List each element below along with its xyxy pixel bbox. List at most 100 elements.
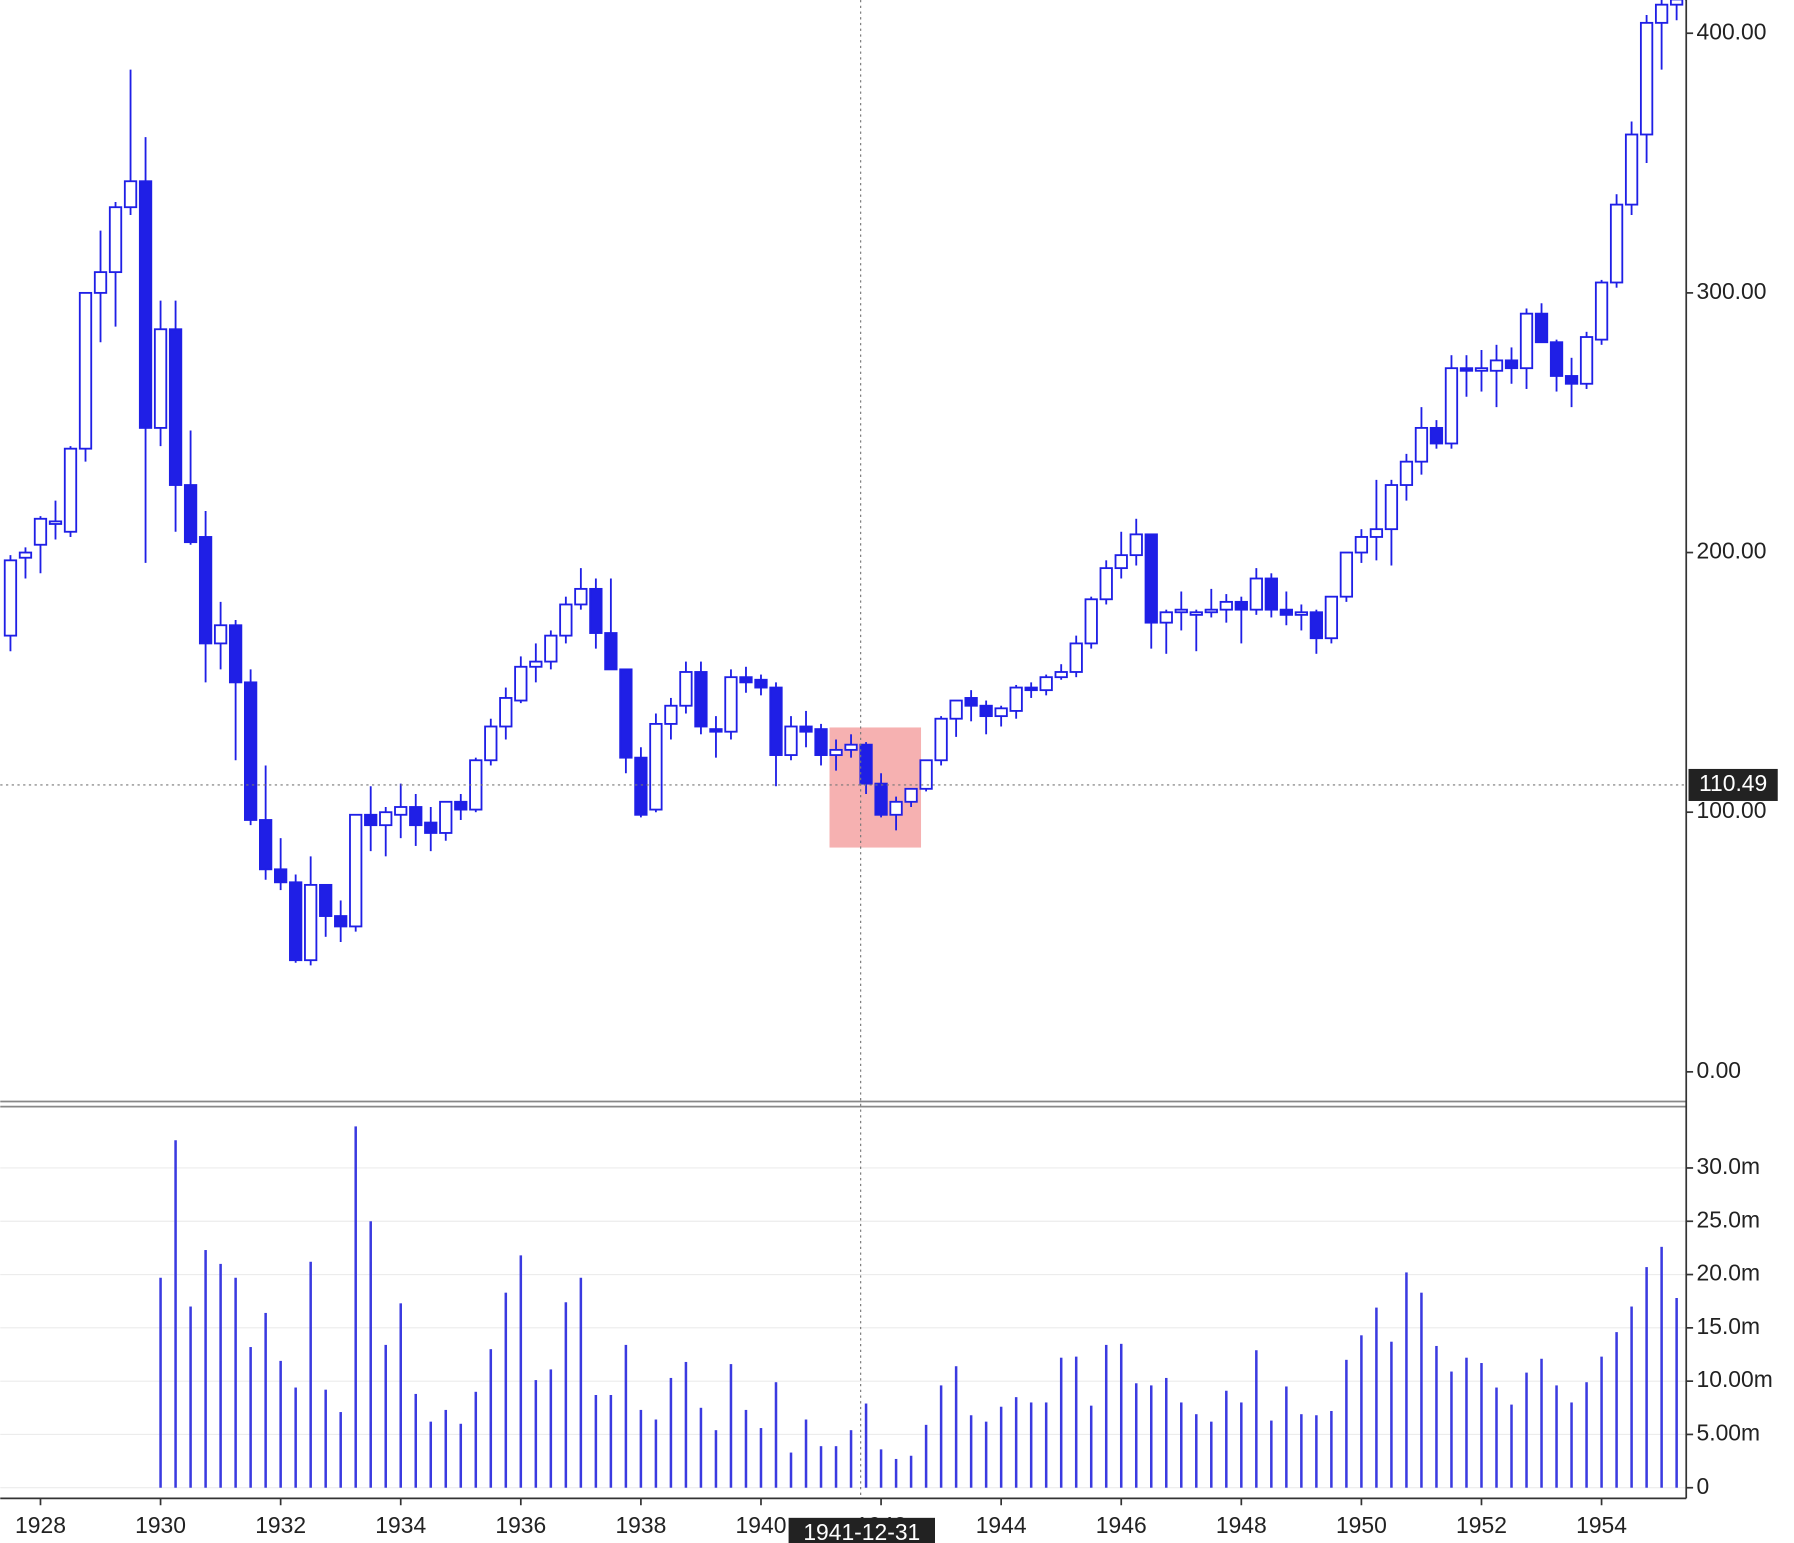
x-tick-label: 1928 [15, 1512, 66, 1538]
candle-body [1384, 484, 1399, 531]
volume-bar [1525, 1372, 1528, 1488]
x-tick-label: 1940 [736, 1512, 787, 1538]
y-tick-label: 0.00 [1697, 1057, 1742, 1083]
x-tick-label: 1950 [1336, 1512, 1387, 1538]
volume-bar [1615, 1332, 1618, 1488]
y-tick-label: 30.0m [1697, 1153, 1761, 1179]
volume-bar [864, 1403, 868, 1488]
volume-bar [804, 1419, 808, 1488]
candle-body [454, 800, 468, 811]
x-tick-label: 1936 [495, 1512, 546, 1538]
candle-body [1354, 536, 1369, 554]
volume-bar [1480, 1363, 1483, 1488]
volume-bar [1089, 1405, 1093, 1488]
candle-body [769, 686, 783, 756]
candle-body [1624, 133, 1639, 206]
candle-body [1129, 533, 1143, 557]
volume-bar [159, 1277, 162, 1488]
candle-body [364, 813, 378, 827]
volume-bar [324, 1389, 327, 1488]
x-tick-label: 1934 [375, 1512, 426, 1538]
x-tick-label: 1944 [976, 1512, 1027, 1538]
volume-bar [1029, 1402, 1033, 1488]
candle-body [1654, 3, 1669, 24]
volume-bar [1210, 1421, 1213, 1488]
candle-body [18, 551, 33, 559]
candle-body [574, 587, 588, 606]
volume-bar [1645, 1267, 1648, 1488]
candle-body [63, 447, 78, 533]
volume-bar [654, 1419, 658, 1488]
volume-bar [639, 1409, 643, 1488]
volume-bar [459, 1423, 463, 1488]
volume-bar [909, 1455, 913, 1488]
candle-body [1249, 577, 1263, 611]
volume-bar [309, 1261, 312, 1488]
x-tick-label: 1932 [255, 1512, 306, 1538]
candle-body [529, 660, 543, 668]
volume-bar [999, 1406, 1003, 1488]
volume-bar [549, 1369, 553, 1488]
candle-body [228, 624, 243, 684]
candle-body [559, 603, 573, 637]
volume-bar [1315, 1415, 1318, 1488]
volume-bar [609, 1394, 613, 1488]
candle-body [754, 678, 768, 689]
candle-body [814, 728, 828, 756]
y-tick-label: 300.00 [1697, 278, 1767, 304]
candle-body [694, 671, 708, 728]
volume-bar [339, 1412, 342, 1488]
x-tick-label: 1952 [1456, 1512, 1507, 1538]
x-tick-label: 1946 [1096, 1512, 1147, 1538]
candle-body [213, 624, 228, 645]
price-pane [3, 0, 1687, 966]
candle-body [844, 743, 858, 751]
y-tick-label: 20.0m [1697, 1260, 1761, 1286]
candle-body [634, 756, 648, 816]
crosshair-y-box [1688, 768, 1778, 801]
x-tick-label: 1930 [135, 1512, 186, 1538]
x-tick-label: 1948 [1216, 1512, 1267, 1538]
volume-bar [1540, 1358, 1543, 1488]
candle-body [1234, 600, 1248, 611]
volume-bar [789, 1452, 793, 1488]
candle-body [1579, 336, 1594, 385]
candle-body [1459, 367, 1474, 372]
volume-bar [1255, 1350, 1258, 1488]
candle-body [1219, 600, 1233, 611]
volume-bar [579, 1277, 583, 1488]
candle-body [349, 813, 363, 928]
volume-pane [159, 1126, 1678, 1488]
y-tick-label: 400.00 [1697, 18, 1767, 44]
volume-bar [519, 1255, 523, 1488]
volume-bar [1059, 1357, 1063, 1488]
crosshair-x-box [788, 1517, 936, 1543]
candle-body [1189, 611, 1203, 616]
candle-body [1414, 426, 1429, 463]
candle-body [1474, 367, 1489, 372]
volume-bar [1630, 1306, 1633, 1488]
candle-body [1309, 611, 1324, 640]
candle-body [1084, 598, 1098, 645]
candle-body [319, 883, 333, 917]
candle-body [589, 587, 603, 634]
candle-body [1114, 554, 1128, 570]
volume-bar [414, 1393, 418, 1488]
candle-body [289, 881, 303, 962]
candle-body [994, 707, 1008, 718]
candle-body [274, 868, 288, 884]
volume-bar [834, 1446, 838, 1488]
volume-bar [279, 1360, 282, 1488]
candle-body [904, 787, 918, 803]
volume-bar [1675, 1298, 1678, 1488]
candle-body [1039, 676, 1053, 692]
volume-bar [204, 1250, 207, 1488]
candle-body [964, 697, 978, 707]
candle-body [1534, 312, 1549, 344]
candle-body [1549, 341, 1564, 377]
volume-bar [759, 1428, 763, 1488]
crosshair-x-label: 1941-12-31 [803, 1519, 920, 1543]
volume-bar [1240, 1402, 1243, 1488]
candle-body [934, 717, 948, 762]
candle-body [619, 668, 633, 759]
